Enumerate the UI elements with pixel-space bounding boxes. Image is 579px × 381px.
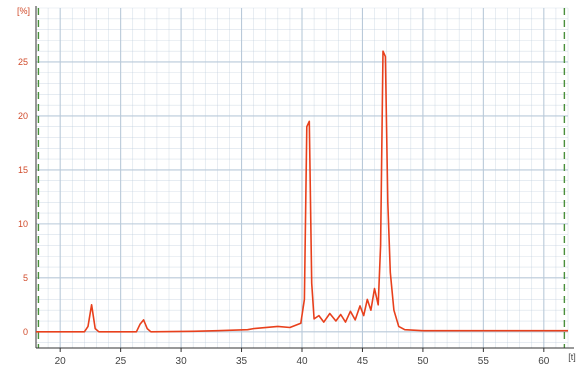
x-tick-label: 50 bbox=[417, 356, 429, 367]
y-tick-label: 10 bbox=[18, 219, 28, 229]
y-tick-label: 25 bbox=[18, 57, 28, 67]
y-tick-label: 5 bbox=[23, 273, 28, 283]
y-tick-label: 15 bbox=[18, 165, 28, 175]
x-tick-label: 55 bbox=[478, 356, 490, 367]
x-tick-label: 20 bbox=[55, 356, 67, 367]
x-tick-label: 25 bbox=[115, 356, 127, 367]
x-unit-label: [t] bbox=[568, 352, 576, 362]
y-tick-label: 0 bbox=[23, 327, 28, 337]
y-unit-label: [%] bbox=[17, 6, 30, 16]
x-tick-label: 35 bbox=[236, 356, 248, 367]
x-tick-label: 45 bbox=[357, 356, 369, 367]
x-tick-label: 40 bbox=[296, 356, 308, 367]
x-tick-label: 30 bbox=[176, 356, 188, 367]
x-tick-label: 60 bbox=[538, 356, 550, 367]
y-tick-label: 20 bbox=[18, 111, 28, 121]
